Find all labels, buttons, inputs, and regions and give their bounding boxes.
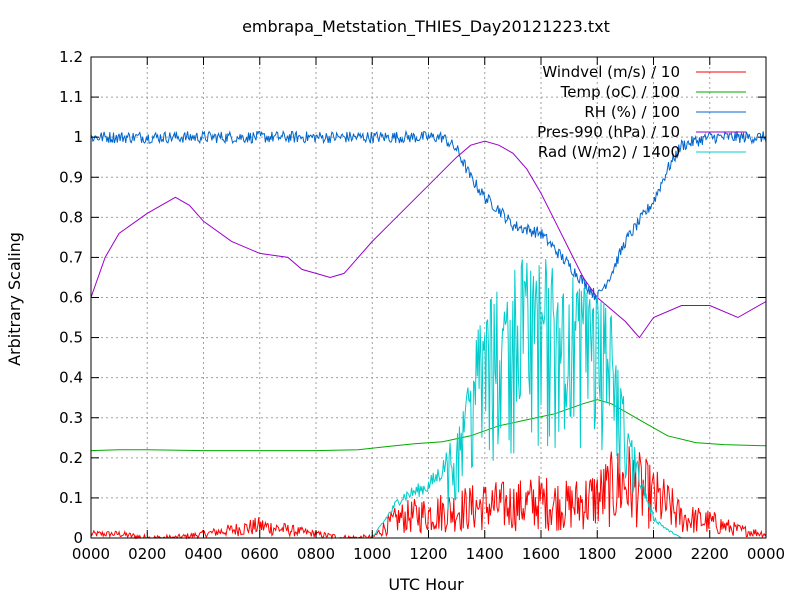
x-tick-label: 1600 <box>522 545 560 563</box>
x-tick-label: 1400 <box>466 545 504 563</box>
legend-label: Temp (oC) / 100 <box>560 83 680 101</box>
x-tick-label: 0600 <box>241 545 279 563</box>
y-tick-label: 0.9 <box>59 168 83 186</box>
y-tick-label: 1.2 <box>59 48 83 66</box>
x-tick-label: 1000 <box>353 545 391 563</box>
legend-label: Rad (W/m2) / 1400 <box>538 143 680 161</box>
y-tick-label: 1.1 <box>59 88 83 106</box>
x-tick-label: 1200 <box>409 545 447 563</box>
x-tick-label: 0000 <box>72 545 110 563</box>
legend-label: RH (%) / 100 <box>584 103 680 121</box>
legend: Windvel (m/s) / 10 Temp (oC) / 100 RH (%) … <box>537 63 746 161</box>
x-tick-label: 2000 <box>634 545 672 563</box>
x-tick-label: 0800 <box>297 545 335 563</box>
x-tick-label: 0200 <box>128 545 166 563</box>
ticks: 0 0.1 0.2 0.3 0.4 0.5 0.6 0.7 0.8 0.9 1 1.1 1.2 0000 0… <box>59 48 785 563</box>
series-line <box>90 399 767 452</box>
y-axis-label: Arbitrary Scaling <box>5 232 24 366</box>
legend-label: Windvel (m/s) / 10 <box>542 63 680 81</box>
y-tick-label: 0.8 <box>59 208 83 226</box>
chart-title: embrapa_Metstation_THIES_Day20121223.txt <box>242 17 610 37</box>
y-tick-label: 0 <box>73 529 83 547</box>
series-line <box>90 140 767 339</box>
y-tick-label: 0.2 <box>59 449 83 467</box>
x-tick-label: 1800 <box>578 545 616 563</box>
x-tick-label: 2200 <box>691 545 729 563</box>
y-tick-label: 0.1 <box>59 489 83 507</box>
y-tick-label: 1 <box>73 128 83 146</box>
series-line <box>90 129 767 304</box>
y-tick-label: 0.5 <box>59 329 83 347</box>
y-tick-label: 0.7 <box>59 248 83 266</box>
x-axis-label: UTC Hour <box>388 575 464 594</box>
legend-label: Pres-990 (hPa) / 10 <box>537 123 680 141</box>
y-tick-label: 0.3 <box>59 409 83 427</box>
x-tick-label: 0400 <box>184 545 222 563</box>
x-tick-label: 0000 <box>747 545 785 563</box>
y-tick-label: 0.4 <box>59 369 83 387</box>
y-tick-label: 0.6 <box>59 289 83 307</box>
